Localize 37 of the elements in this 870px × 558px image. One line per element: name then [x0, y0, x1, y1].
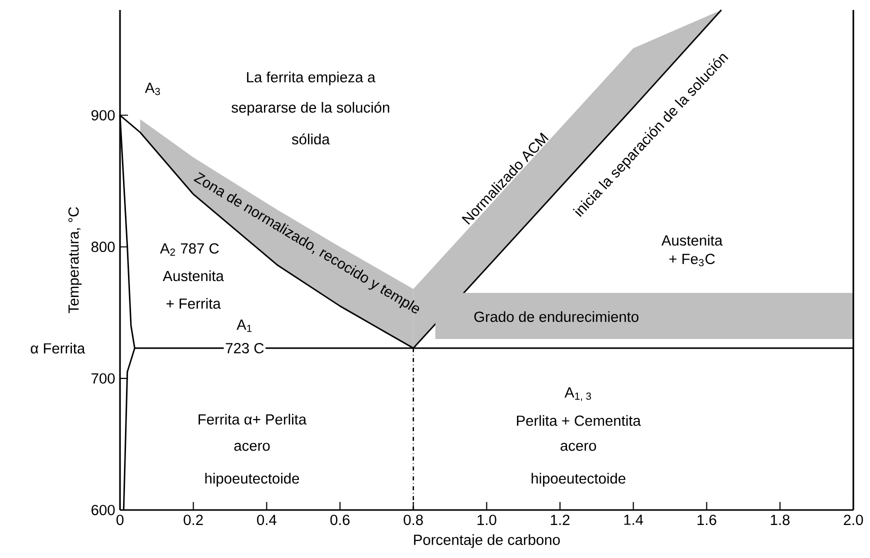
- x-tick-label: 2.0: [844, 514, 863, 526]
- annotation: 723 C: [226, 342, 264, 354]
- text: α Ferrita: [30, 342, 86, 354]
- x-axis-title: Porcentaje de carbono: [414, 534, 560, 548]
- y-tick-label: 700: [92, 373, 115, 384]
- y-tick-label: 800: [91, 242, 115, 252]
- x-tick-label: 0.4: [257, 514, 276, 526]
- x-tick-label: 0.2: [184, 514, 203, 526]
- annotation: Austenita: [162, 270, 224, 282]
- annotation: separarse de la solución: [232, 102, 390, 116]
- annotation: A$_{1, 3}$: [564, 387, 591, 402]
- y-tick-label: 600: [92, 504, 115, 516]
- x-tick-label: 0.8: [404, 514, 423, 526]
- annotation: acero: [234, 442, 270, 451]
- x-tick-label: 1.8: [770, 514, 790, 526]
- annotation: + Ferrita: [166, 298, 221, 309]
- x-tick-label: 0: [116, 514, 124, 526]
- annotation: hipoeutectoide: [532, 472, 626, 487]
- x-tick-label: 1.2: [550, 514, 570, 525]
- x-tick-label: 0.6: [330, 514, 350, 526]
- x-tick-label: 1.6: [698, 514, 716, 526]
- annotation: La ferrita empieza a: [247, 72, 376, 86]
- annotation: + Fe$_{3}$C: [669, 254, 715, 266]
- x-tick-label: 1.4: [624, 514, 644, 525]
- annotation: Grado de endurecimiento: [474, 311, 638, 322]
- annotation: A$_{3}$: [144, 82, 160, 96]
- annotation: Ferrita α+ Perlita: [198, 414, 307, 425]
- annotation: sólida: [292, 133, 330, 144]
- y-axis-title: Temperatura, °C: [68, 207, 82, 314]
- annotation: Perlita + Cementita: [516, 415, 641, 426]
- annotation: hipoeutectoide: [205, 472, 300, 487]
- y-tick-label: 900: [92, 110, 115, 120]
- x-tick-label: 1.0: [478, 514, 496, 526]
- annotation: acero: [560, 442, 596, 451]
- annotation: A$_{1}$: [236, 320, 252, 332]
- annotation: A$_{2}$ 787 C: [160, 243, 219, 256]
- annotation: Austenita: [661, 234, 723, 246]
